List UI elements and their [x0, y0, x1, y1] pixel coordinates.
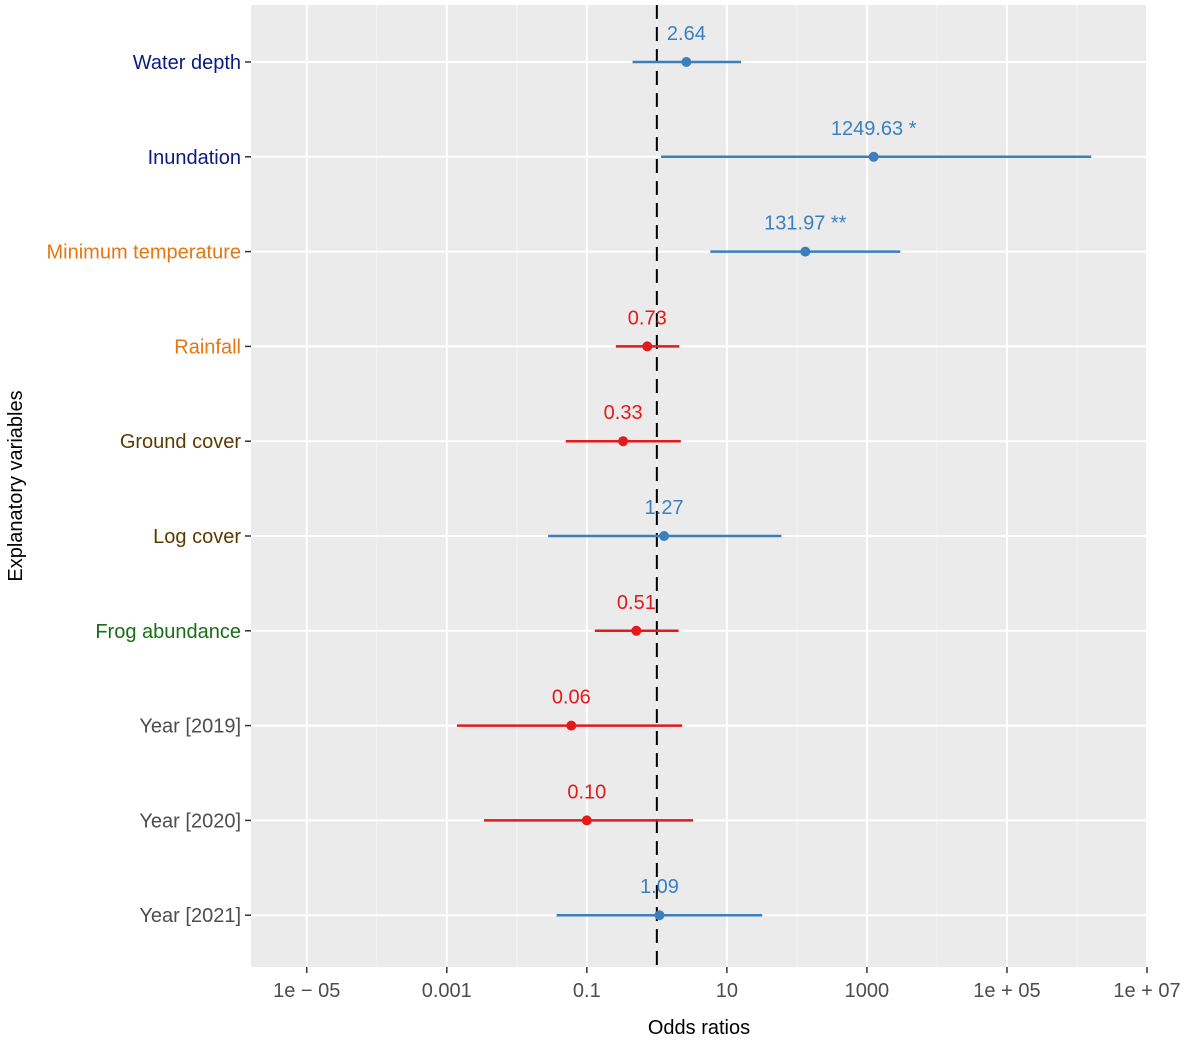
data-label: 0.33 [604, 402, 643, 424]
data-label: 0.51 [617, 592, 656, 614]
x-tick-label: 10 [716, 980, 738, 1002]
y-tick-label: Rainfall [174, 336, 241, 358]
data-label: 1.27 [645, 497, 684, 519]
x-tick-label: 1e + 05 [973, 980, 1040, 1002]
data-label: 0.10 [567, 781, 606, 803]
data-label: 131.97 ** [764, 213, 847, 235]
y-tick-label: Year [2021] [139, 905, 241, 927]
data-label: 1.09 [640, 876, 679, 898]
point-estimate [654, 910, 665, 921]
point-estimate [642, 341, 653, 352]
x-axis: 1e − 05 0.001 0.1 10 1000 1e + 05 1e + 07 [273, 967, 1181, 1002]
y-tick-label: Water depth [133, 52, 241, 74]
y-axis: Water depth Inundation Minimum temperature… [46, 52, 251, 927]
y-axis-title: Explanatory variables [5, 390, 27, 581]
x-tick-label: 1000 [845, 980, 890, 1002]
x-axis-title: Odds ratios [648, 1017, 750, 1039]
data-label: 0.73 [628, 307, 667, 329]
x-tick-label: 1e + 07 [1113, 980, 1180, 1002]
point-estimate [659, 531, 670, 541]
point-estimate [566, 720, 577, 731]
x-tick-label: 1e − 05 [273, 980, 340, 1002]
y-tick-label: Year [2020] [139, 810, 241, 832]
data-label: 2.64 [667, 23, 706, 45]
plot-panel [251, 5, 1147, 967]
data-label: 1249.63 * [831, 118, 917, 140]
point-estimate [581, 815, 592, 826]
x-tick-label: 0.1 [573, 980, 601, 1002]
data-label: 0.06 [552, 687, 591, 709]
point-estimate [800, 246, 811, 257]
y-tick-label: Log cover [153, 526, 241, 548]
x-tick-label: 0.001 [422, 980, 472, 1002]
point-estimate [618, 436, 629, 447]
y-tick-label: Ground cover [120, 431, 242, 453]
y-tick-label: Inundation [148, 147, 241, 169]
y-tick-label: Minimum temperature [46, 242, 241, 264]
data-marks: 2.64 1249.63 * 131.97 ** 0.73 0.33 1.27 0.51 0.… [457, 23, 1092, 921]
point-estimate [631, 625, 642, 636]
y-tick-label: Year [2019] [139, 716, 241, 738]
y-tick-label: Frog abundance [95, 621, 241, 643]
point-estimate [868, 151, 879, 162]
point-estimate [681, 57, 692, 67]
